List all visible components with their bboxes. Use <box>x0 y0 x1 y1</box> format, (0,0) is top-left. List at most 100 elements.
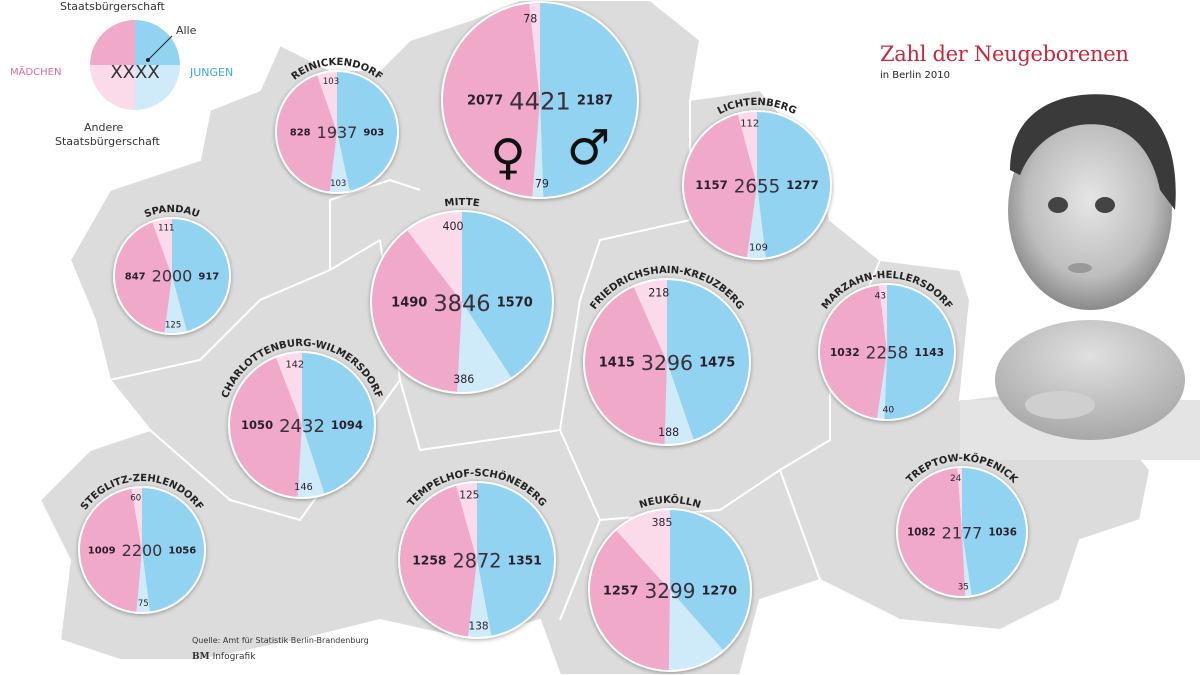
credit-text: Infografik <box>212 652 256 662</box>
girls-other-value: 400 <box>442 220 463 233</box>
boys-german-value: 1475 <box>699 356 735 371</box>
boys-german-value: 903 <box>363 128 384 139</box>
boys-other-value: 40 <box>883 405 895 415</box>
district-pie: 4421 2077 2187 78 79 ♀ ♂ <box>441 1 639 199</box>
wedge-boys-other <box>876 352 887 419</box>
total-value: 3846 <box>433 291 490 317</box>
boys-other-value: 386 <box>453 373 474 386</box>
page-subtitle: in Berlin 2010 <box>880 70 950 81</box>
girls-other-value: 103 <box>323 77 339 87</box>
male-symbol-icon: ♂ <box>567 120 610 176</box>
legend-girls-label: MÄDCHEN <box>10 67 62 78</box>
girls-german-value: 1032 <box>830 346 860 359</box>
legend-bottom-label-1: Andere <box>84 121 124 134</box>
total-value: 2432 <box>279 416 325 437</box>
wedge-boys-other <box>962 532 972 596</box>
girls-other-value: 385 <box>652 516 673 529</box>
girls-other-value: 218 <box>648 286 669 299</box>
wedge-boys-german <box>142 488 204 612</box>
wedge-boys-german <box>962 468 1027 596</box>
wedge-girls-german <box>589 530 670 670</box>
girls-other-value: 142 <box>285 359 304 370</box>
girls-german-value: 1257 <box>603 583 639 598</box>
wedge-girls-other <box>616 510 670 590</box>
total-value: 2000 <box>152 267 193 286</box>
wedge-girls-other <box>276 353 302 425</box>
girls-other-value: 111 <box>158 223 174 233</box>
wedge-girls-german <box>400 485 477 637</box>
wedge-boys-other <box>746 185 766 259</box>
boys-other-value: 75 <box>138 599 149 609</box>
girls-german-value: 828 <box>290 128 311 139</box>
girls-german-value: 1490 <box>391 296 427 311</box>
district-name-label: SPANDAU <box>143 204 201 220</box>
wedge-girls-other <box>879 285 887 352</box>
girls-german-value: 1050 <box>241 418 273 432</box>
wedge-boys-german <box>540 3 638 197</box>
wedge-boys-german <box>757 112 831 258</box>
wedge-boys-german <box>667 280 749 440</box>
boys-german-value: 1270 <box>701 583 737 598</box>
total-value: 3299 <box>645 579 696 603</box>
wedge-girls-other <box>633 280 667 362</box>
wedge-girls-german <box>442 3 540 197</box>
girls-other-value: 60 <box>130 493 141 503</box>
wedge-boys-other <box>457 302 512 392</box>
wedge-girls-other <box>131 488 142 550</box>
legend-all-label: Alle <box>176 24 197 37</box>
wedge-boys-german <box>172 219 229 332</box>
wedge-boys-german <box>884 285 955 419</box>
girls-other-value: 112 <box>740 119 759 130</box>
wedge-boys-german <box>670 510 751 650</box>
boys-other-value: 188 <box>658 426 679 439</box>
legend-pie: XXXX <box>90 20 180 110</box>
girls-other-value: 24 <box>950 474 962 484</box>
baby-photo <box>960 94 1200 460</box>
girls-other-value: 78 <box>523 12 537 25</box>
wedge-girls-german <box>897 468 966 597</box>
wedge-girls-german <box>684 114 757 258</box>
wedge-boys-other <box>136 550 150 613</box>
wedge-boys-german <box>462 212 552 378</box>
wedge-girls-german <box>229 357 302 497</box>
girls-german-value: 847 <box>125 272 146 283</box>
boys-german-value: 1351 <box>508 553 542 567</box>
boys-other-value: 35 <box>958 583 969 593</box>
total-value: 2655 <box>734 176 780 197</box>
wedge-girls-other <box>529 3 540 100</box>
district-pie: 3846 1490 1570 400 386 MITTE <box>370 197 554 394</box>
district-pie: 2000 847 917 111 125 SPANDAU <box>113 204 231 335</box>
wedge-girls-german <box>819 285 887 419</box>
wedge-girls-german <box>277 75 337 192</box>
legend-center-placeholder: XXXX <box>110 62 159 83</box>
district-name-label: MITTE <box>444 197 481 209</box>
total-value: 2258 <box>866 343 909 363</box>
wedge-girls-german <box>114 222 172 333</box>
total-value: 4421 <box>509 87 571 116</box>
wedge-girls-other <box>957 468 962 532</box>
legend-top-label: Staatsbürgerschaft <box>60 0 165 13</box>
girls-german-value: 1258 <box>412 553 446 567</box>
legend-bottom-label-2: Staatsbürgerschaft <box>55 135 160 148</box>
wedge-girls-german <box>80 488 142 612</box>
wedge-girls-other <box>317 72 337 132</box>
wedge-boys-other <box>297 425 325 497</box>
total-value: 1937 <box>317 123 358 142</box>
total-value: 2200 <box>122 541 163 560</box>
credit-line: BM Infografik <box>192 652 255 662</box>
wedge-boys-german <box>477 483 554 636</box>
total-value: 3296 <box>641 351 693 375</box>
wedge-boys-other <box>668 590 723 670</box>
boys-other-value: 103 <box>330 179 346 189</box>
page-title: Zahl der Neugeborenen <box>880 42 1129 66</box>
girls-other-value: 43 <box>875 291 887 301</box>
boys-german-value: 1143 <box>914 346 944 359</box>
girls-german-value: 2077 <box>467 94 503 109</box>
boys-other-value: 79 <box>535 177 549 190</box>
wedge-girls-other <box>456 483 477 560</box>
